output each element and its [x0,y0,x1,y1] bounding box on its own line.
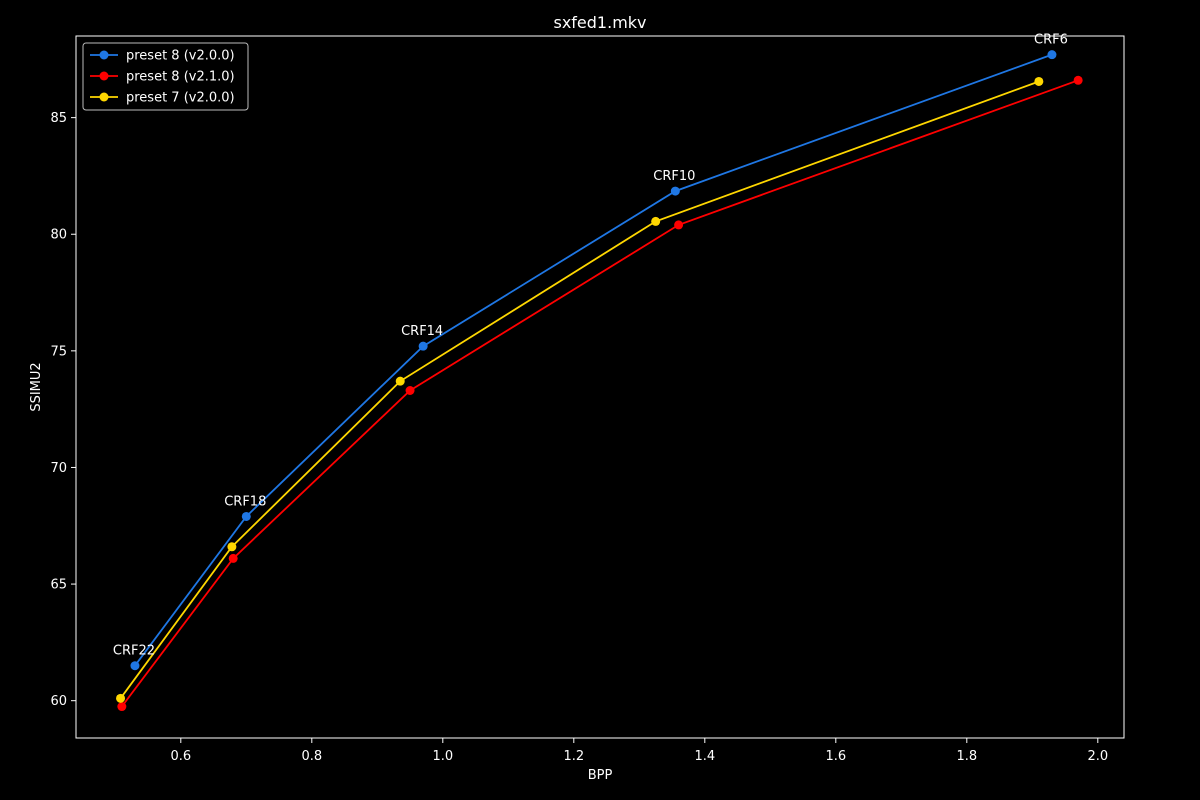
data-point [670,186,680,196]
legend-box [82,42,249,111]
crf-annotation: CRF18 [224,494,266,509]
x-axis: 0.6 0.8 1.0 1.2 1.4 1.6 1.8 2.0 [170,738,1108,764]
data-point [130,661,140,671]
data-point [116,693,126,703]
x-tick-label: 1.8 [956,749,977,764]
data-point [405,385,415,395]
series-line [134,53,1053,667]
x-tick-label: 1.0 [432,749,453,764]
y-axis: 60 65 70 75 80 85 [50,111,76,709]
x-tick-label: 1.2 [563,749,584,764]
data-point [674,220,684,230]
y-axis-label: SSIMU2 [29,362,44,411]
data-point [241,511,251,521]
x-axis-label: BPP [588,768,613,783]
x-tick-label: 0.8 [301,749,322,764]
data-point [1073,75,1083,85]
y-tick-label: 65 [50,578,67,593]
legend-label: preset 8 (v2.0.0) [126,49,235,64]
series-line [121,79,1079,708]
data-point [228,553,238,563]
legend-entry: preset 8 (v2.1.0) [90,70,235,85]
series-0 [130,50,1057,671]
legend-marker [99,92,109,102]
data-point [1047,50,1057,60]
data-point [395,376,405,386]
series-1 [117,75,1083,712]
annotation-layer: CRF22 CRF18 CRF14 CRF10 CRF6 [113,33,1068,659]
data-point [117,702,127,712]
legend-entry: preset 8 (v2.0.0) [90,49,235,64]
data-point [418,341,428,351]
x-tick-label: 1.6 [825,749,846,764]
y-tick-label: 80 [50,228,67,243]
y-tick-label: 85 [50,111,67,126]
data-point [1034,76,1044,86]
legend-label: preset 7 (v2.0.0) [126,91,235,106]
legend-marker [99,50,109,60]
legend-entry: preset 7 (v2.0.0) [90,91,235,106]
y-tick-label: 60 [50,694,67,709]
legend-label: preset 8 (v2.1.0) [126,70,235,85]
crf-annotation: CRF6 [1034,33,1068,48]
x-tick-label: 0.6 [170,749,191,764]
chart-title: sxfed1.mkv [553,13,646,32]
y-tick-label: 70 [50,461,67,476]
legend: preset 8 (v2.0.0) preset 8 (v2.1.0) preset… [82,42,249,111]
series-2 [116,76,1044,703]
series-layer [116,50,1083,712]
x-tick-label: 2.0 [1087,749,1108,764]
x-tick-label: 1.4 [694,749,715,764]
crf-annotation: CRF10 [653,169,695,184]
data-point [651,216,661,226]
series-line [119,80,1040,699]
y-tick-label: 75 [50,344,67,359]
legend-marker [99,71,109,81]
crf-annotation: CRF22 [113,644,155,659]
data-point [227,542,237,552]
crf-annotation: CRF14 [401,324,443,339]
plot-frame [75,35,1125,739]
